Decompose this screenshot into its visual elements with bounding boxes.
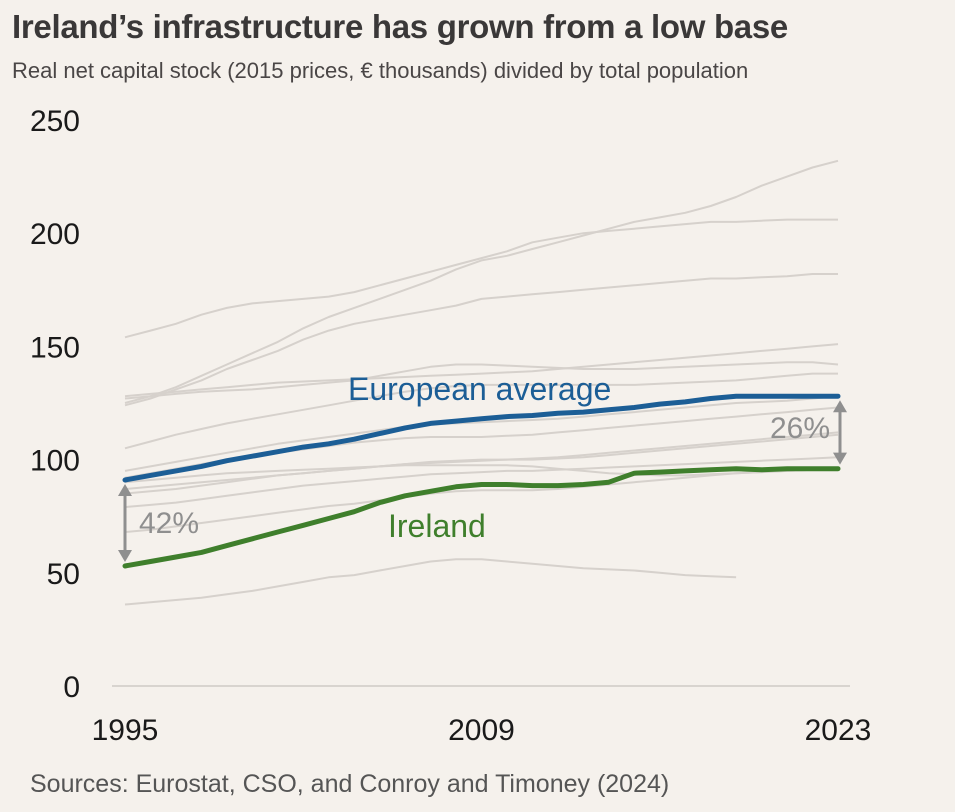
country-line <box>124 159 839 404</box>
ireland-line <box>122 466 841 569</box>
gap-label-2023: 26% <box>770 412 830 445</box>
ireland-label: Ireland <box>388 508 486 544</box>
country-line <box>124 372 838 450</box>
annotations: European average Ireland 42% 26% <box>118 371 847 563</box>
gap-arrow-2023 <box>833 400 847 465</box>
axes: 0 50 100 150 200 250 1995 2009 2023 <box>30 105 871 747</box>
y-tick-label: 200 <box>30 218 80 251</box>
gap-arrow-1995 <box>118 483 132 563</box>
european-average-label: European average <box>348 371 611 407</box>
y-tick-label: 100 <box>30 445 80 478</box>
country-line <box>124 431 839 490</box>
y-tick-label: 50 <box>47 558 80 591</box>
chart-title: Ireland’s infrastructure has grown from … <box>12 8 788 45</box>
chart-source: Sources: Eurostat, CSO, and Conroy and T… <box>30 770 670 798</box>
y-tick-label: 150 <box>30 331 80 364</box>
country-line <box>124 558 737 606</box>
x-tick-label: 2023 <box>805 714 872 747</box>
country-line <box>124 361 839 400</box>
chart-subtitle: Real net capital stock (2015 prices, € t… <box>12 58 749 83</box>
x-tick-label: 1995 <box>92 714 159 747</box>
country-line <box>124 464 839 484</box>
y-tick-label: 0 <box>63 671 80 704</box>
european-average-line <box>122 393 841 483</box>
gap-label-1995: 42% <box>139 507 199 540</box>
y-tick-label: 250 <box>30 105 80 138</box>
country-line <box>124 433 839 495</box>
country-line <box>124 343 839 398</box>
country-line <box>124 273 838 407</box>
country-line <box>124 395 839 472</box>
country-line <box>124 218 838 339</box>
country-line <box>124 456 839 509</box>
highlighted-lines <box>122 393 841 569</box>
x-tick-label: 2009 <box>448 714 515 747</box>
